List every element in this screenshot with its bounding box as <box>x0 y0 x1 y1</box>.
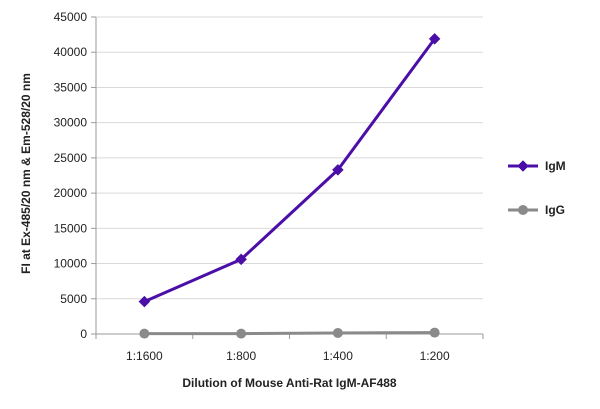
legend-marker-icon <box>518 205 528 215</box>
data-point-igm <box>138 295 151 308</box>
data-point-igm <box>428 32 441 45</box>
axes <box>91 16 484 339</box>
gridlines <box>96 16 483 300</box>
y-tick-label: 0 <box>80 327 87 341</box>
tick-labels: 0 5000 10000 15000 20000 25000 30000 35000 40000… <box>54 10 450 363</box>
data-point-igg <box>236 328 247 339</box>
legend: IgM IgG <box>508 159 566 217</box>
legend-item-igg: IgG <box>508 203 565 217</box>
y-tick-label: 15000 <box>54 221 88 235</box>
data-point-igg <box>332 327 343 338</box>
x-tick-label: 1:800 <box>226 349 256 363</box>
legend-label: IgM <box>545 159 566 173</box>
y-tick-label: 20000 <box>54 186 88 200</box>
series-line-igg <box>142 331 437 336</box>
series-group <box>138 32 441 339</box>
x-axis-title: Dilution of Mouse Anti-Rat IgM-AF488 <box>182 376 397 390</box>
legend-label: IgG <box>545 203 565 217</box>
legend-item-igm: IgM <box>508 159 566 173</box>
y-tick-label: 5000 <box>60 292 87 306</box>
y-tick-label: 10000 <box>54 257 88 271</box>
y-tick-label: 25000 <box>54 151 88 165</box>
y-tick-label: 45000 <box>54 10 88 24</box>
data-point-igg <box>429 327 440 338</box>
data-point-igg <box>139 328 150 339</box>
data-point-igm <box>332 164 344 176</box>
y-tick-label: 30000 <box>54 116 88 130</box>
series-igg <box>139 327 440 339</box>
y-axis-title: FI at Ex-485/20 nm & Em-528/20 nm <box>19 73 33 274</box>
x-tick-label: 1:1600 <box>126 349 163 363</box>
y-tick-label: 35000 <box>54 80 88 94</box>
data-point-igm <box>235 253 247 266</box>
x-tick-label: 1:400 <box>323 349 353 363</box>
x-tick-label: 1:200 <box>420 349 450 363</box>
series-line-igm <box>142 37 437 304</box>
series-igm <box>138 32 441 308</box>
y-tick-label: 40000 <box>54 45 88 59</box>
legend-marker-icon <box>517 160 529 172</box>
